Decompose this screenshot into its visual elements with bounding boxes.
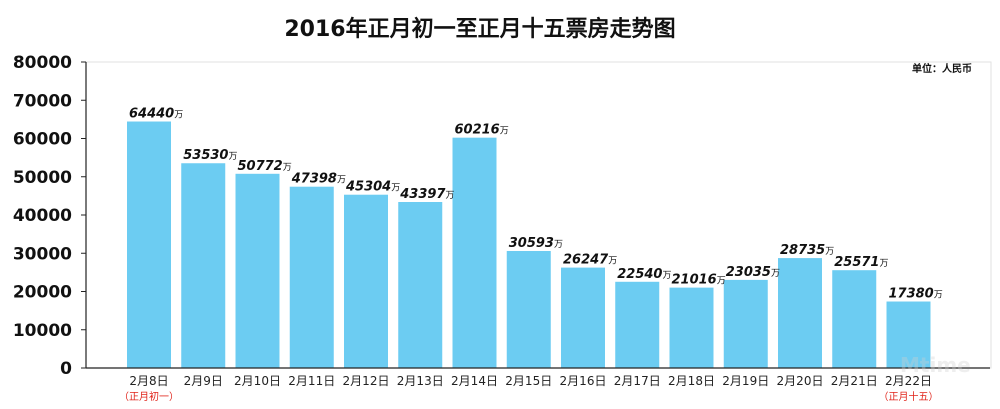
bar [181,163,226,368]
chart-title: 2016年正月初一至正月十五票房走势图 [284,16,675,42]
bar-value-label: 22540万 [617,267,671,282]
x-tick-label: 2月18日 [668,374,715,388]
bar-value-number: 43397 [399,187,446,202]
bar-value-unit: 万 [445,191,454,201]
bar-value-unit: 万 [662,271,671,281]
bar-value-number: 50772 [238,159,283,174]
bar [398,202,443,368]
bar-value-number: 47398 [291,172,337,187]
bar [886,301,931,368]
bar [832,270,877,368]
bar-value-label: 23035万 [726,265,780,280]
bar-value-unit: 万 [608,257,617,267]
bar [235,173,280,368]
y-axis: 0 10000 20000 30000 40000 50000 60000 70000 8000… [13,53,87,379]
bar-value-label: 17380万 [889,287,943,302]
category-notes: （正月初一） （正月十五） [119,390,939,403]
bar-value-number: 22540 [617,267,662,282]
x-tick-label: 2月19日 [722,374,769,388]
bar-value-label: 43397万 [399,187,454,202]
watermark: Mtime [900,353,971,377]
bar-value-unit: 万 [228,152,237,162]
bar-value-number: 23035 [726,265,771,280]
bar-value-unit: 万 [825,247,834,257]
x-tick-label: 2月13日 [397,374,444,388]
x-tick-label: 2月20日 [777,374,824,388]
bar-value-label: 53530万 [183,148,237,163]
bar-value-number: 64440 [129,107,174,122]
bar [506,250,551,368]
bar [344,194,388,368]
y-tick-label: 70000 [13,91,72,111]
bar-value-number: 28735 [780,243,825,258]
bar [452,137,497,368]
bar-value-unit: 万 [174,111,183,121]
bar-value-unit: 万 [337,176,346,186]
bar-value-label: 60216万 [455,123,509,138]
x-tick-label: 2月9日 [184,374,223,388]
bar [669,287,714,368]
bar-value-unit: 万 [879,259,888,269]
y-tick-label: 60000 [13,130,72,150]
bar-value-unit: 万 [554,240,563,250]
bars [127,121,931,368]
bar-value-number: 30593 [509,236,554,251]
bar-value-label: 21016万 [672,273,726,288]
bar [723,279,768,368]
x-tick-label: 2月16日 [560,374,607,388]
bar-value-label: 64440万 [129,107,183,122]
bar-value-number: 21016 [672,273,717,288]
bar-value-label: 50772万 [238,159,292,174]
y-tick-label: 30000 [13,244,72,264]
x-tick-label: 2月21日 [831,374,878,388]
bar-value-number: 53530 [183,148,228,163]
bar-value-unit: 万 [500,127,509,137]
y-tick-label: 10000 [13,321,72,341]
bar-value-label: 47398万 [291,172,346,187]
y-tick-label: 0 [60,359,72,379]
y-tick-label: 50000 [13,168,72,188]
bar [127,121,171,368]
y-tick-label: 40000 [13,206,72,226]
x-tick-label: 2月12日 [343,374,390,388]
bar-value-unit: 万 [717,277,726,287]
x-tick-label: 2月8日 [129,374,168,388]
y-tick-label: 80000 [13,53,72,73]
x-axis: 2月8日 2月9日 2月10日 2月11日 2月12日 2月13日 2月14日 2月15日 2月… [86,367,990,388]
bar [289,186,334,368]
bar-value-number: 26247 [563,253,609,268]
x-tick-label: 2月11日 [288,374,335,388]
bar-value-number: 25571 [834,255,879,270]
bar-value-number: 17380 [889,287,934,302]
watermark-logo: Mtime [900,353,971,377]
bar-value-label: 28735万 [780,243,834,258]
bar-value-unit: 万 [283,163,292,173]
bar-value-number: 60216 [455,123,500,138]
bar-value-label: 26247万 [563,253,617,268]
bar-value-label: 45304万 [345,180,400,195]
x-tick-label: 2月17日 [614,374,661,388]
bar-value-label: 25571万 [834,255,888,270]
bar [778,258,822,368]
bar-value-label: 30593万 [509,236,563,251]
bar-value-unit: 万 [934,291,943,301]
bar-value-number: 45304 [345,180,391,195]
category-note: （正月十五） [879,390,939,403]
x-tick-label: 2月14日 [451,374,498,388]
bar-value-unit: 万 [771,269,780,279]
unit-label: 单位：人民币 [912,62,972,75]
bar [561,267,605,368]
bar [615,281,660,368]
x-tick-label: 2月22日 [885,374,932,388]
x-tick-label: 2月10日 [234,374,281,388]
x-tick-label: 2月15日 [505,374,552,388]
bar-value-unit: 万 [391,184,400,194]
category-note: （正月初一） [119,390,179,403]
y-tick-label: 20000 [13,283,72,303]
